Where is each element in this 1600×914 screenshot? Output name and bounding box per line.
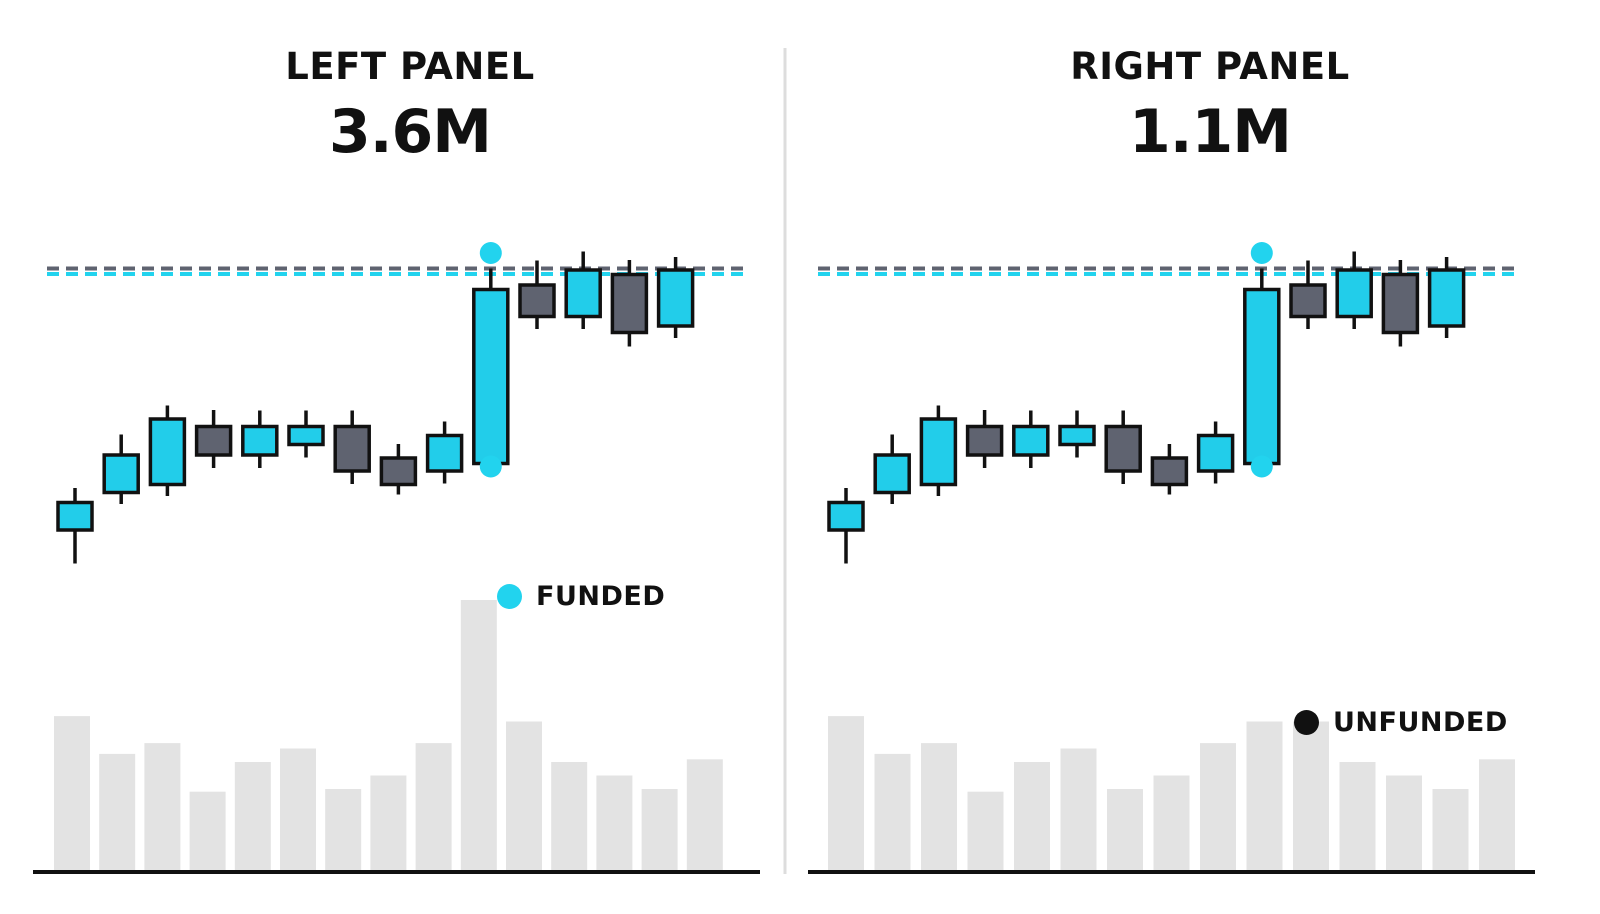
right-candle-body-bull xyxy=(1427,268,1466,328)
right-candle-body-bear xyxy=(1381,272,1420,335)
right-volume-bar xyxy=(1200,743,1236,870)
right-candle-body-bull xyxy=(873,453,911,495)
right-candle-body-bull xyxy=(1335,268,1373,319)
unfunded-badge: UNFUNDED xyxy=(1294,704,1508,740)
left-volume-bar xyxy=(325,789,362,870)
left-volume-bar xyxy=(370,775,407,870)
left-volume-bar xyxy=(54,716,90,870)
right-marker-above xyxy=(1250,242,1273,264)
right-volume-bar xyxy=(1432,789,1469,870)
unfunded-dot-icon xyxy=(1294,709,1319,735)
left-candle-body-bull xyxy=(148,417,187,487)
right-volume-bar xyxy=(1479,759,1515,870)
funded-dot-icon xyxy=(497,583,522,609)
right-candle-body-bull xyxy=(1012,424,1050,457)
left-candle-body-bull xyxy=(287,424,325,447)
left-panel-header: LEFT PANEL 3.6M xyxy=(150,42,670,167)
left-candle-body-bull xyxy=(241,424,279,457)
left-volume-bar xyxy=(280,748,316,870)
right-volume-bar xyxy=(1014,762,1050,870)
left-volume-bar xyxy=(99,753,136,870)
left-volume-bar xyxy=(551,762,588,870)
left-candle-body-bear xyxy=(333,424,371,473)
right-candle-body-bull xyxy=(1243,287,1281,466)
funded-label: FUNDED xyxy=(536,580,666,612)
left-candle-body-bull xyxy=(656,268,695,328)
right-candle-body-bull xyxy=(1196,433,1235,473)
right-volume-bar xyxy=(967,791,1004,870)
right-candle-body-bear xyxy=(965,424,1004,457)
left-volume-bar xyxy=(234,762,271,870)
right-panel-value: 1.1M xyxy=(1129,97,1292,167)
left-candle-body-bear xyxy=(379,456,418,487)
right-candle-body-bull xyxy=(1058,424,1096,447)
right-volume-bar xyxy=(921,743,957,870)
left-volume-bar xyxy=(144,743,181,870)
left-candle-body-bull xyxy=(472,287,510,466)
left-volume-bar xyxy=(596,775,633,870)
left-volume-bar xyxy=(415,743,452,870)
left-candle-body-bear xyxy=(194,424,233,457)
right-volume-bar xyxy=(1153,775,1190,870)
right-volume-bar xyxy=(828,716,864,870)
right-panel-title: RIGHT PANEL xyxy=(1070,45,1350,88)
right-volume-bar xyxy=(1246,721,1283,870)
left-volume-bar xyxy=(460,600,497,870)
right-volume-bar xyxy=(1107,789,1143,870)
unfunded-label: UNFUNDED xyxy=(1333,706,1508,738)
left-volume-bar xyxy=(686,759,723,870)
left-marker-below xyxy=(479,455,502,478)
left-panel-value: 3.6M xyxy=(329,97,492,167)
right-volume-bar xyxy=(874,753,911,870)
right-candle-body-bull xyxy=(919,417,958,487)
right-candle-body-bear xyxy=(1289,283,1327,319)
left-candle-body-bear xyxy=(610,272,649,335)
right-volume-bar xyxy=(1339,762,1376,870)
funded-badge: FUNDED xyxy=(497,578,665,614)
right-candle-body-bear xyxy=(1104,424,1142,473)
left-volume-bar xyxy=(506,721,542,870)
right-volume-bar xyxy=(1293,721,1329,870)
left-candle-body-bear xyxy=(518,283,556,319)
right-candle-body-bull xyxy=(827,500,865,532)
right-candle-body-bear xyxy=(1150,456,1189,487)
right-panel-header: RIGHT PANEL 1.1M xyxy=(950,42,1470,167)
left-candle-body-bull xyxy=(425,433,464,473)
left-candle-body-bull xyxy=(102,453,140,495)
left-volume-bar xyxy=(189,791,226,870)
left-candle-body-bull xyxy=(564,268,602,319)
left-candle-body-bull xyxy=(56,500,94,532)
right-volume-bar xyxy=(1386,775,1422,870)
left-panel-title: LEFT PANEL xyxy=(285,45,535,88)
left-marker-above xyxy=(479,242,502,264)
right-marker-below xyxy=(1250,455,1273,478)
right-volume-bar xyxy=(1060,748,1097,870)
left-volume-bar xyxy=(641,789,678,870)
